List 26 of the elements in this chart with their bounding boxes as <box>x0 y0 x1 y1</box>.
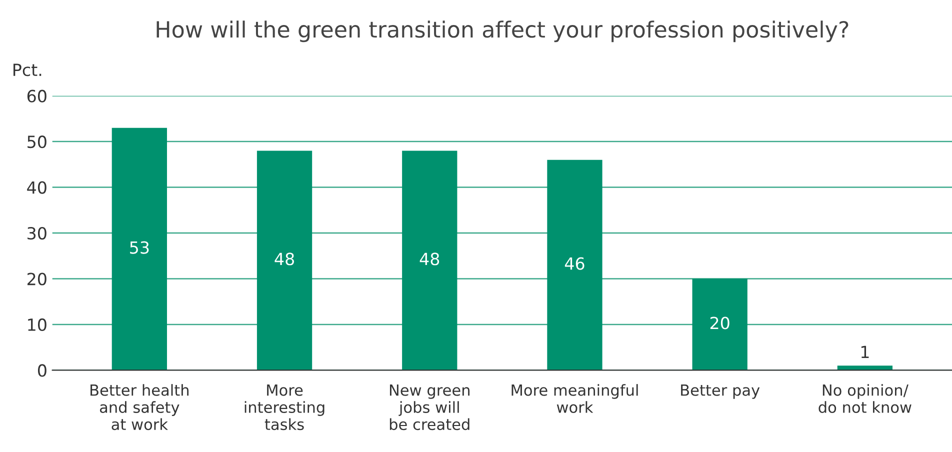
y-tick-label: 30 <box>28 226 46 240</box>
data-label: 48 <box>274 252 294 266</box>
data-label: 46 <box>564 257 584 270</box>
data-label: 48 <box>420 252 440 266</box>
x-tick-label: More meaningful work <box>512 384 638 414</box>
y-tick-label: 10 <box>28 318 46 332</box>
bar <box>256 150 312 370</box>
y-tick-label: 60 <box>27 90 46 102</box>
data-label: 1 <box>861 346 869 358</box>
x-tick-label: No opinion/ do not know <box>818 384 912 414</box>
y-tick-label: 0 <box>38 364 46 377</box>
x-tick-label: Better pay <box>681 384 760 399</box>
y-axis-title: Pct. <box>14 64 42 76</box>
y-tick-label: 50 <box>28 136 46 148</box>
bar <box>692 278 748 370</box>
x-tick-label: Better health and safety at work <box>90 384 189 430</box>
bar <box>402 150 458 370</box>
bar <box>112 128 167 370</box>
y-tick-label: 40 <box>27 181 46 194</box>
y-tick-label: 20 <box>28 272 46 286</box>
chart-title: How will the green transition affect your profession positively? <box>156 20 848 42</box>
bar <box>547 160 602 370</box>
x-tick-label: New green jobs will be created <box>390 384 470 430</box>
data-label: 20 <box>710 316 730 330</box>
x-tick-label: More interesting tasks <box>244 384 324 430</box>
data-label: 53 <box>130 241 149 254</box>
